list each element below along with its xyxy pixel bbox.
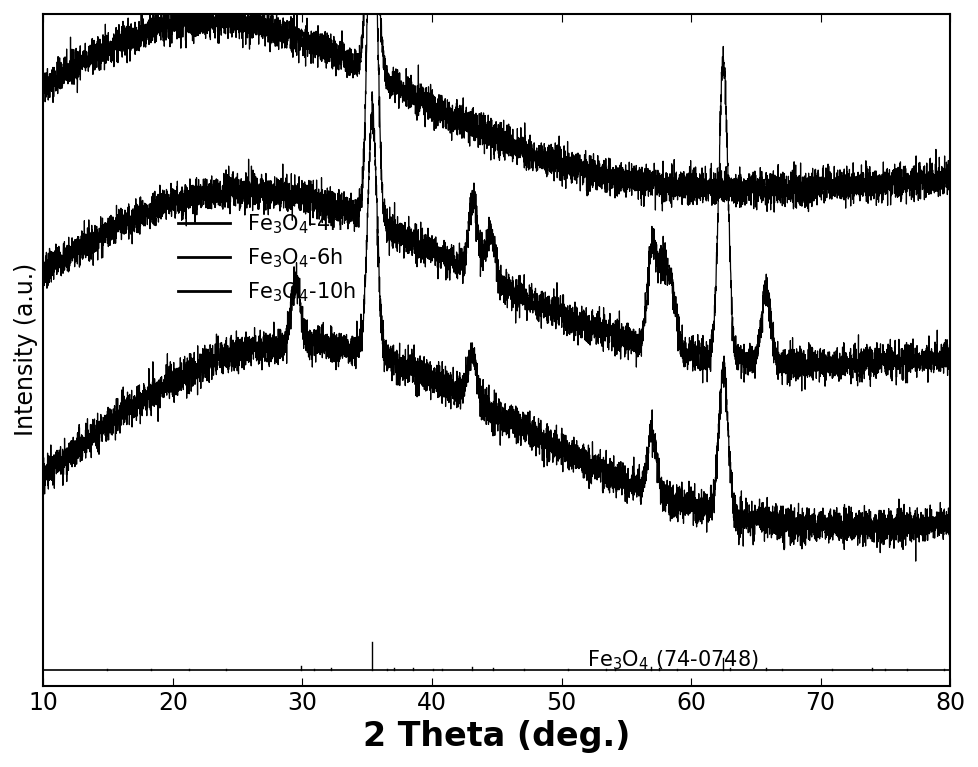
Text: Fe$_3$O$_4$ (74-0748): Fe$_3$O$_4$ (74-0748)	[587, 648, 759, 672]
X-axis label: 2 Theta (deg.): 2 Theta (deg.)	[363, 720, 630, 753]
Legend: Fe$_3$O$_4$-4h, Fe$_3$O$_4$-6h, Fe$_3$O$_4$-10h: Fe$_3$O$_4$-4h, Fe$_3$O$_4$-6h, Fe$_3$O$…	[171, 206, 362, 310]
Y-axis label: Intensity (a.u.): Intensity (a.u.)	[14, 263, 38, 436]
